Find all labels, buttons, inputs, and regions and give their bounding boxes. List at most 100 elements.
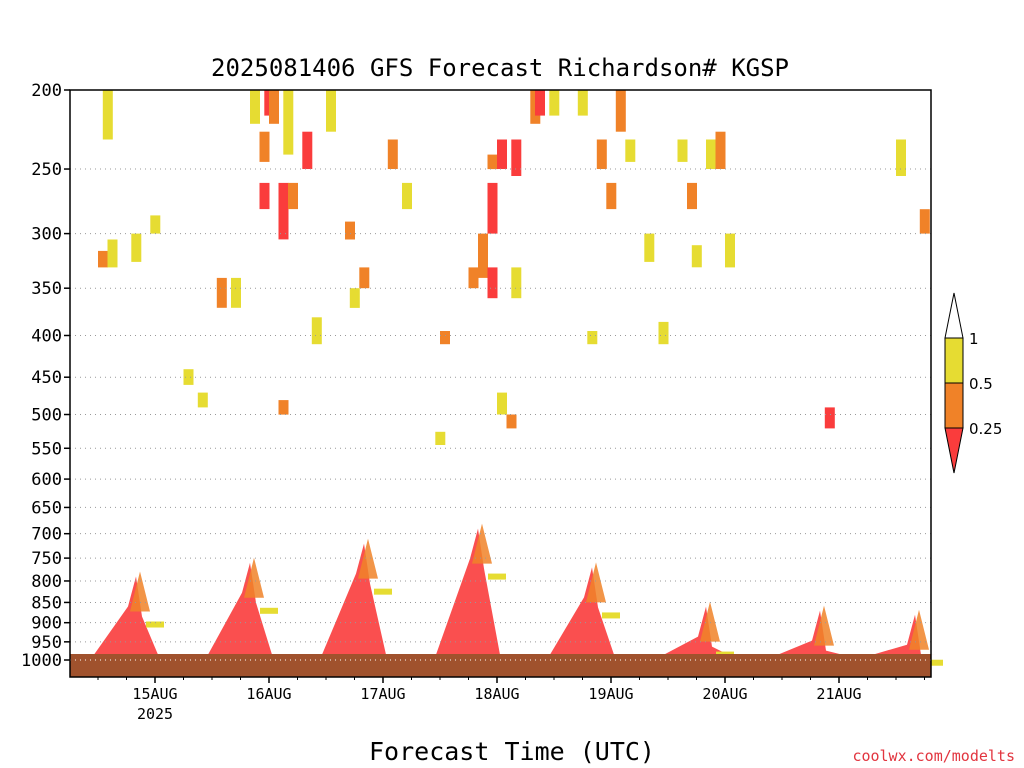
colorbar-top-arrow — [944, 292, 964, 339]
boundary-layer-cluster-top — [358, 538, 378, 579]
boundary-layer-cluster — [873, 614, 937, 655]
y-tick-label: 550 — [31, 439, 62, 459]
ri-cell — [326, 90, 336, 132]
ri-cell — [107, 239, 118, 268]
y-tick-label: 1000 — [21, 651, 62, 671]
colorbar-label: 0.25 — [969, 420, 1002, 438]
y-tick-label: 250 — [31, 160, 62, 180]
y-tick-label: 600 — [31, 470, 62, 490]
y-tick-label: 900 — [31, 614, 62, 634]
ri-cell — [98, 250, 108, 268]
x-tick-label: 16AUG — [246, 685, 291, 703]
ri-cell — [402, 182, 412, 210]
ri-cell — [440, 331, 450, 345]
ri-cell — [487, 182, 498, 234]
ri-cell — [478, 233, 488, 278]
x-axis-ticks: 15AUG 2025 16AUG 17AUG 18AUG 19AUG 20AUG 21AUG — [97, 677, 925, 723]
boundary-layer-cluster-top — [130, 571, 150, 612]
boundary-layer-cluster-top — [472, 523, 492, 564]
colorbar-bottom-arrow — [944, 427, 964, 474]
y-tick-label: 800 — [31, 572, 62, 592]
x-tick-label: 15AUG — [132, 685, 177, 703]
boundary-layer-cluster-top — [700, 601, 720, 642]
ri-cell — [625, 139, 636, 162]
ri-cell — [259, 131, 270, 162]
grid-lines — [70, 168, 931, 643]
ri-cell — [677, 139, 688, 162]
colorbar-legend: 1 0.5 0.25 — [944, 292, 1002, 474]
ri-cell — [183, 369, 194, 385]
boundary-layer-fringe — [602, 612, 620, 619]
boundary-layer-fringe — [260, 607, 278, 614]
ri-cell — [150, 215, 161, 234]
boundary-layer-cluster-top — [909, 609, 929, 650]
ri-cell — [658, 321, 669, 345]
ground-surface — [70, 654, 931, 677]
ri-cell — [435, 431, 446, 445]
ri-cell — [468, 267, 479, 289]
y-tick-label: 300 — [31, 225, 62, 245]
ri-cell — [302, 131, 313, 169]
y-tick-label: 350 — [31, 279, 62, 299]
boundary-layer-fringe — [146, 621, 164, 628]
ri-cell — [919, 209, 930, 234]
x-tick-label: 18AUG — [474, 685, 519, 703]
x-axis-label: Forecast Time (UTC) — [369, 737, 655, 766]
ri-cell — [511, 267, 522, 299]
ri-cell — [216, 277, 227, 308]
ri-cell — [278, 400, 289, 415]
chart-title: 2025081406 GFS Forecast Richardson# KGSP — [211, 54, 789, 82]
credit-link[interactable]: coolwx.com/modelts — [852, 747, 1015, 765]
ri-cell — [288, 182, 298, 210]
x-tick-label: 17AUG — [360, 685, 405, 703]
colorbar-bin — [944, 382, 964, 429]
y-tick-label: 200 — [31, 81, 62, 101]
ri-cell — [577, 90, 588, 116]
ri-cell — [615, 90, 626, 132]
y-axis-ticks: 200 250 300 350 400 450 500 550 600 650 700 750 8008… — [21, 81, 70, 671]
y-tick-label: 500 — [31, 406, 62, 426]
ri-cell — [269, 90, 279, 124]
ri-cell — [691, 245, 702, 268]
x-tick-label: 21AUG — [816, 685, 861, 703]
boundary-layer-cluster-top — [586, 562, 606, 603]
boundary-layer-cluster — [94, 576, 158, 655]
ri-cell — [278, 182, 289, 240]
boundary-layer-fringe — [925, 659, 943, 666]
ri-cell — [511, 139, 522, 176]
boundary-layer-cluster — [322, 543, 386, 655]
ri-cell — [587, 331, 598, 345]
ri-cell — [387, 139, 398, 169]
ri-cell — [349, 288, 360, 308]
plot-frame — [69, 89, 932, 678]
ri-cell — [311, 317, 322, 345]
ri-cell — [131, 233, 142, 262]
ri-cell — [596, 139, 607, 169]
data-cells — [94, 90, 943, 666]
ri-cell — [259, 182, 270, 210]
y-tick-label: 750 — [31, 549, 62, 569]
y-tick-label: 650 — [31, 498, 62, 518]
ri-cell — [715, 131, 726, 169]
boundary-layer-fringe — [488, 573, 506, 580]
boundary-layer-fringe — [374, 588, 392, 595]
boundary-layer-cluster-top — [814, 605, 834, 646]
ri-cell — [250, 90, 260, 124]
colorbar-label: 1 — [969, 330, 979, 348]
ri-cell — [231, 277, 241, 308]
ri-cell — [606, 182, 617, 210]
boundary-layer-cluster-top — [244, 557, 264, 598]
colorbar-label: 0.5 — [969, 375, 993, 393]
y-tick-label: 450 — [31, 368, 62, 388]
y-tick-label: 700 — [31, 525, 62, 545]
ri-cell — [687, 182, 697, 210]
boundary-layer-cluster — [778, 610, 842, 655]
ri-cell — [896, 139, 906, 176]
ri-cell — [497, 139, 507, 169]
y-tick-label: 400 — [31, 326, 62, 346]
ri-cell — [487, 267, 498, 299]
ri-cell — [497, 392, 507, 415]
boundary-layer-cluster — [664, 606, 728, 655]
y-tick-label: 950 — [31, 633, 62, 653]
